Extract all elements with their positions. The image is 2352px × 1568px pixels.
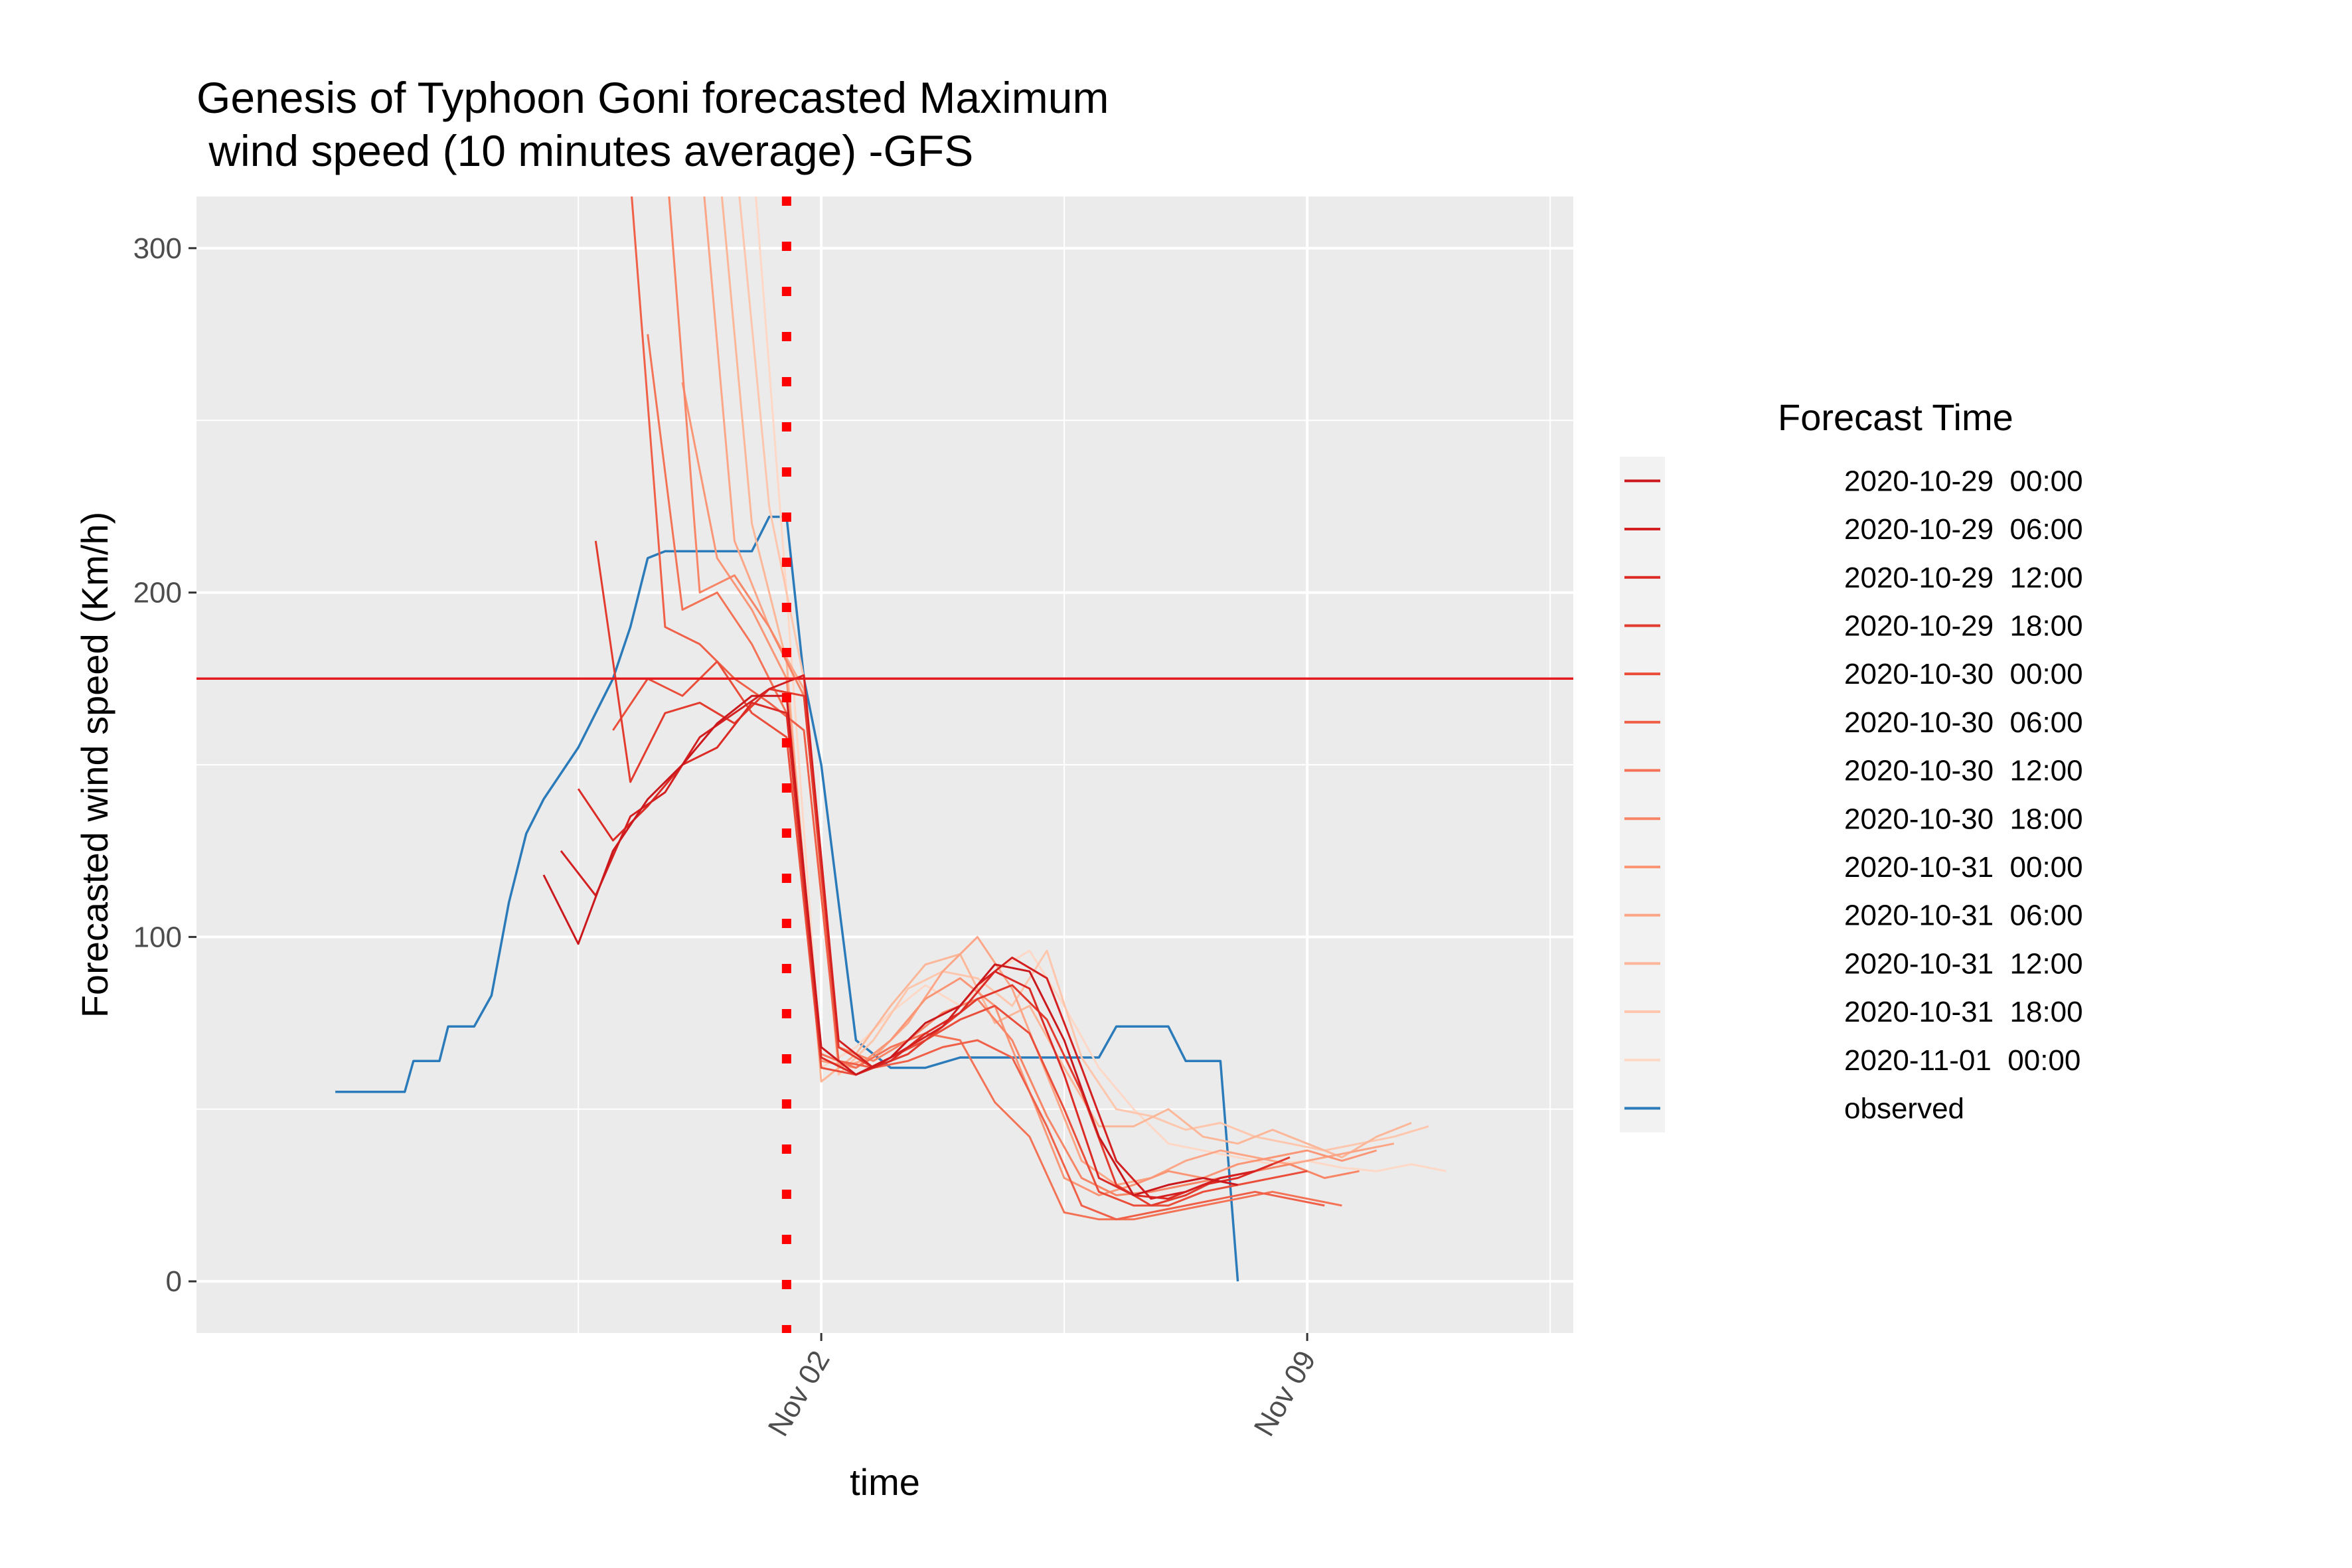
legend-label: 2020-11-01 00:00: [1844, 1044, 2080, 1077]
x-axis-title: time: [850, 1461, 920, 1503]
legend-label: observed: [1844, 1092, 1964, 1125]
y-axis-ticks: 0 100 200 300: [133, 232, 196, 1298]
chart-title-line-2: wind speed (10 minutes average) -GFS: [196, 126, 973, 175]
chart-title-line-1: Genesis of Typhoon Goni forecasted Maxim…: [196, 73, 1109, 122]
reference-lines: [196, 196, 1573, 1333]
legend-label: 2020-10-30 12:00: [1844, 755, 2083, 787]
series-line: [560, 674, 1255, 1200]
legend-label: 2020-10-29 12:00: [1844, 562, 2083, 594]
y-tick-label: 100: [133, 921, 182, 953]
legend-label: 2020-10-31 12:00: [1844, 947, 2083, 980]
legend-title: Forecast Time: [1778, 396, 2013, 438]
legend-label: 2020-10-29 18:00: [1844, 609, 2083, 642]
y-axis-title: Forecasted wind speed (Km/h): [74, 512, 116, 1018]
series-line: [335, 515, 1239, 1282]
legend-label: 2020-10-29 06:00: [1844, 513, 2083, 546]
series-line: [755, 196, 1447, 1172]
legend-label: 2020-10-29 00:00: [1844, 465, 2083, 497]
series-line: [720, 196, 1412, 1158]
legend-label: 2020-10-30 06:00: [1844, 706, 2083, 739]
series-lines: [335, 196, 1447, 1282]
legend-label: 2020-10-31 06:00: [1844, 900, 2083, 932]
legend-label: 2020-10-31 18:00: [1844, 996, 2083, 1028]
series-line: [631, 196, 1325, 1221]
y-tick-label: 0: [166, 1265, 182, 1298]
series-line: [542, 694, 1238, 1196]
legend-label: 2020-10-30 18:00: [1844, 803, 2083, 835]
y-tick-label: 300: [133, 232, 182, 265]
legend-label: 2020-10-30 00:00: [1844, 658, 2083, 690]
series-line: [647, 334, 1342, 1221]
legend: Forecast Time 2020-10-29 00:00 2020-10-29…: [1620, 396, 2083, 1133]
y-tick-label: 200: [133, 577, 182, 609]
legend-key-background: [1620, 457, 1665, 1133]
legend-label: 2020-10-31 00:00: [1844, 851, 2083, 884]
